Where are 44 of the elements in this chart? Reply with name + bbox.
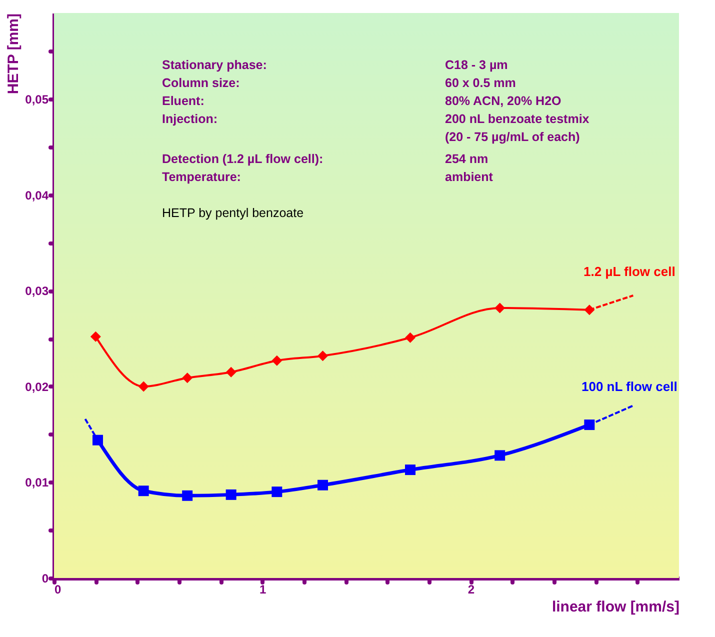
point <box>318 350 328 362</box>
point <box>182 490 193 501</box>
point <box>226 489 236 500</box>
annotation: Stationary phase: <box>162 58 267 72</box>
x-axis-title: linear flow [mm/s] <box>552 598 680 616</box>
y-axis-title: HETP [mm] <box>5 14 22 94</box>
annotation: Eluent: <box>162 94 204 108</box>
text: 1.2 µL flow cell <box>584 264 676 279</box>
point <box>90 331 101 342</box>
point <box>405 464 416 476</box>
y-tick-label: 0,03 <box>25 284 49 298</box>
x-tick-label: 1 <box>259 582 266 596</box>
y-tick-label: 0,04 <box>25 188 49 202</box>
annotation: Detection (1.2 µL flow cell): <box>162 152 324 166</box>
point <box>182 372 193 384</box>
point <box>272 355 282 366</box>
y-tick-label: 0,02 <box>25 380 49 394</box>
annotation: 200 nL benzoate testmix <box>445 112 590 126</box>
point <box>138 381 149 392</box>
annotation: 80% ACN, 20% H2O <box>445 94 562 108</box>
annotation: Temperature: <box>162 170 241 184</box>
y-tick-label: 0,01 <box>25 476 49 490</box>
annotation: 60 x 0.5 mm <box>445 76 516 90</box>
point <box>138 486 149 496</box>
point <box>584 420 595 430</box>
annotation: ambient <box>445 170 494 184</box>
y-tick-label: 0,05 <box>25 92 49 107</box>
x-tick-label: 2 <box>468 582 475 596</box>
point <box>272 486 282 498</box>
point <box>405 332 416 343</box>
annotation: HETP by pentyl benzoate <box>162 206 304 220</box>
point <box>494 450 506 461</box>
annotation: 254 nm <box>445 152 488 166</box>
point <box>318 480 328 490</box>
x-tick-label: 0 <box>54 582 62 596</box>
annotation: (20 - 75 µg/mL of each) <box>445 130 580 144</box>
annotation: C18 - 3 µm <box>445 58 508 72</box>
annotation: Column size: <box>162 76 240 90</box>
series-label: 100 nL flow cell <box>581 378 678 394</box>
annotation: Injection: <box>162 112 218 126</box>
point <box>226 366 236 378</box>
point <box>92 434 103 446</box>
point <box>494 302 506 314</box>
y-tick-label: 0 <box>42 572 49 586</box>
